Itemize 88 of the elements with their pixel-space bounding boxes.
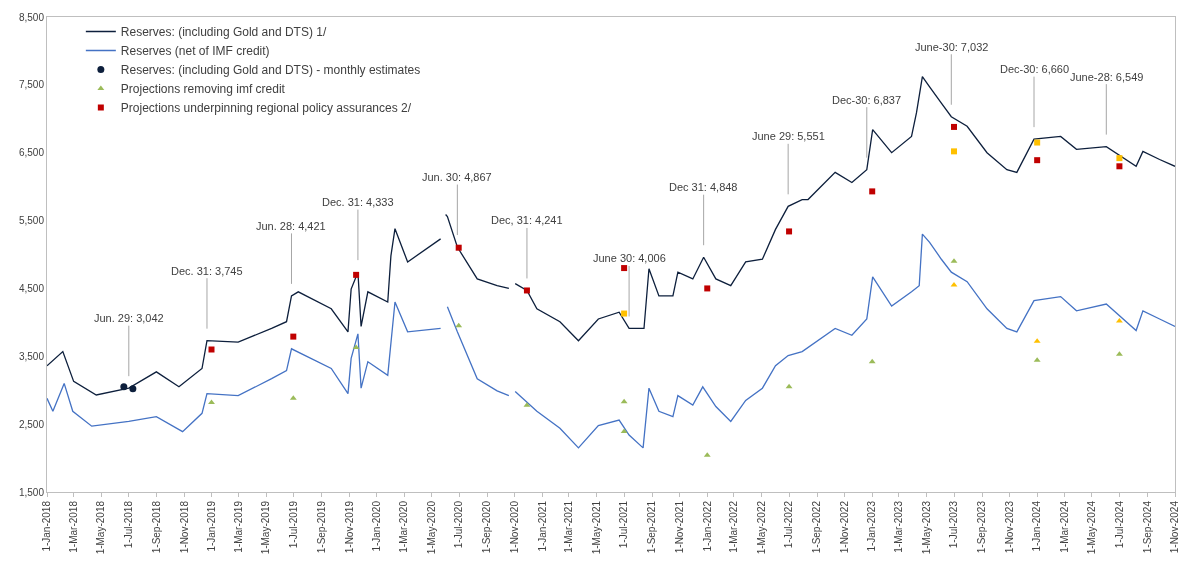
x-tick-label: 1-May-2023 [920,500,932,555]
x-tick-label: 1-Mar-2023 [893,500,905,553]
y-tick-label: 1,500 [18,486,45,498]
x-tick-label: 1-Sep-2018 [151,500,163,554]
point [208,346,215,353]
annotation: Dec. 31: 3,745 [171,265,243,277]
annotation: June-28: 6,549 [1070,71,1144,83]
x-tick-label: 1-May-2018 [95,500,107,555]
point [704,285,711,292]
legend-label: Reserves (net of IMF credit) [120,44,270,59]
x-tick-label: 1-Jul-2019 [288,500,299,549]
y-tick-label: 8,500 [18,11,45,23]
x-tick-label: 1-Sep-2023 [976,500,988,554]
y-tick-label: 7,500 [18,79,45,91]
x-tick-label: 1-Jan-2018 [41,500,53,552]
point [208,399,215,404]
x-tick-label: 1-Jan-2022 [701,500,713,552]
annotation: Dec 31: 4,848 [669,181,738,193]
point [129,385,137,393]
point [786,228,793,235]
point [1116,155,1123,162]
point [1034,157,1041,164]
annotation: June 30: 4,006 [593,252,666,264]
point [1116,163,1123,170]
point [621,265,628,272]
point [120,383,128,391]
x-tick-label: 1-May-2020 [425,500,437,555]
annotation: Jun. 29: 3,042 [94,312,164,324]
x-tick-label: 1-Jan-2023 [866,500,878,552]
x-tick-label: 1-Sep-2020 [481,500,493,554]
point [290,333,297,340]
x-tick-label: 1-Jan-2020 [371,500,383,552]
x-tick-label: 1-Nov-2022 [838,500,850,554]
point [621,310,628,317]
x-tick-label: 1-Nov-2024 [1169,500,1181,554]
annotation: Jun. 30: 4,867 [422,171,492,183]
x-tick-label: 1-Jan-2021 [536,500,548,552]
y-tick-label: 3,500 [18,350,45,362]
x-tick-label: 1-Mar-2018 [67,500,79,553]
x-tick-label: 1-Nov-2020 [508,500,520,554]
legend-label: Reserves: (including Gold and DTS) 1/ [120,25,327,40]
legend-label: Reserves: (including Gold and DTS) - monthly estimates [120,63,421,78]
x-tick-label: 1-Jan-2019 [206,500,218,552]
annotation: Dec-30: 6,660 [1000,63,1070,75]
x-tick-label: 1-May-2019 [260,500,272,555]
x-tick-label: 1-Jul-2023 [948,500,960,549]
annotation: Dec, 31: 4,241 [491,214,563,226]
point [869,188,876,195]
annotation: Dec. 31: 4,333 [322,196,394,208]
x-tick-label: 1-Mar-2021 [563,500,575,553]
point [951,148,958,155]
x-tick-label: 1-Mar-2019 [232,500,244,553]
x-tick-label: 1-Mar-2020 [398,500,410,553]
point [353,271,360,278]
x-tick-label: 1-May-2022 [755,500,767,555]
x-tick-label: 1-Nov-2023 [1003,500,1015,554]
y-tick-label: 4,500 [18,282,45,294]
x-tick-label: 1-Sep-2024 [1141,500,1153,554]
x-tick-label: 1-Jul-2020 [453,500,465,549]
point [951,123,958,130]
annotation: June-30: 7,032 [915,41,989,53]
x-tick-label: 1-Jul-2022 [783,500,795,549]
annotation: June 29: 5,551 [752,130,825,142]
x-tick-label: 1-Mar-2024 [1058,500,1070,553]
point [1034,139,1041,146]
x-tick-label: 1-Mar-2022 [728,500,740,553]
y-tick-label: 5,500 [18,215,45,227]
x-tick-label: 1-Nov-2021 [673,500,685,554]
x-tick-label: 1-Jan-2024 [1031,500,1043,552]
x-tick-label: 1-Jul-2024 [1113,500,1125,549]
y-tick-label: 6,500 [18,147,45,159]
point [455,244,462,251]
x-tick-label: 1-Jul-2021 [618,500,630,549]
legend-label: Projections underpinning regional policy assurances 2/ [120,101,412,116]
x-tick-label: 1-May-2024 [1086,500,1098,555]
x-tick-label: 1-Nov-2019 [343,500,355,554]
annotation: Jun. 28: 4,421 [256,220,326,232]
annotation: Dec-30: 6,837 [832,94,902,106]
x-tick-label: 1-May-2021 [590,500,602,555]
x-tick-label: 1-Sep-2019 [316,500,328,554]
x-tick-label: 1-Sep-2022 [811,500,823,554]
y-tick-label: 2,500 [18,418,45,430]
x-tick-label: 1-Jul-2018 [123,500,135,549]
x-tick-label: 1-Nov-2018 [178,500,190,554]
x-tick-label: 1-Sep-2021 [646,500,658,554]
point [620,428,628,434]
legend-label: Projections removing imf credit [120,82,286,97]
point [523,287,530,294]
